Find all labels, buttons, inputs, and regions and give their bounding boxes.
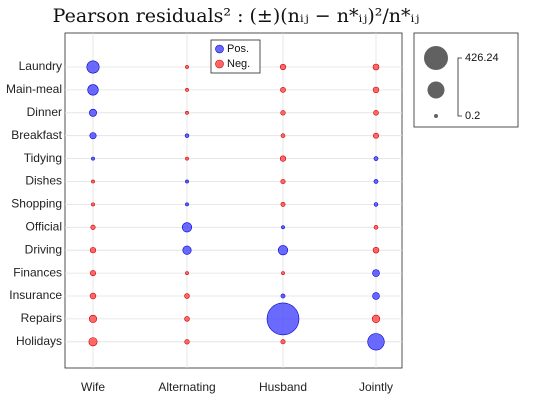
y-tick-breakfast: Breakfast xyxy=(11,128,62,142)
y-tick-main-meal: Main-meal xyxy=(6,82,62,96)
bubble-dinner-alternating xyxy=(185,110,189,115)
y-tick-laundry: Laundry xyxy=(19,59,62,73)
bubble-dishes-husband xyxy=(280,178,286,185)
size-legend: 426.24 0.2 xyxy=(413,32,519,128)
bubble-main-meal-wife xyxy=(87,84,99,96)
bubble-dishes-wife xyxy=(91,179,95,184)
legend-label-pos: Pos. xyxy=(227,43,249,55)
x-tick-husband: Husband xyxy=(259,380,307,394)
bubble-shopping-wife xyxy=(91,202,95,207)
x-tick-labels: Wife Alternating Husband Jointly xyxy=(81,380,393,394)
bubble-driving-wife xyxy=(89,247,97,254)
y-tick-dishes: Dishes xyxy=(25,174,62,188)
bubble-finances-husband xyxy=(281,271,285,276)
size-legend-small-circle xyxy=(434,114,438,118)
bubble-official-jointly xyxy=(373,225,379,230)
legend: Pos. Neg. xyxy=(210,39,261,74)
bubble-dinner-jointly xyxy=(373,110,379,116)
bubble-shopping-jointly xyxy=(373,202,379,207)
x-tick-wife: Wife xyxy=(81,380,105,394)
y-tick-repairs: Repairs xyxy=(21,311,62,325)
y-tick-dinner: Dinner xyxy=(27,105,62,119)
y-tick-shopping: Shopping xyxy=(11,197,62,211)
bubble-repairs-alternating xyxy=(184,316,190,322)
bubble-repairs-jointly xyxy=(371,314,381,323)
bubble-official-wife xyxy=(90,224,96,230)
size-legend-min-label: 0.2 xyxy=(465,110,480,122)
bubble-laundry-wife xyxy=(86,60,100,74)
bubble-official-husband xyxy=(281,225,285,230)
bubble-main-meal-alternating xyxy=(185,88,189,92)
bubble-breakfast-alternating xyxy=(184,133,190,138)
legend-label-neg: Neg. xyxy=(227,58,250,70)
size-legend-medium-circle xyxy=(427,81,445,99)
bubble-holidays-wife xyxy=(88,337,98,347)
bubble-dishes-jointly xyxy=(373,179,379,184)
bubble-driving-jointly xyxy=(372,247,380,254)
bubble-series xyxy=(86,60,385,351)
bubble-finances-wife xyxy=(90,270,96,277)
bubble-insurance-wife xyxy=(89,292,97,300)
bubble-insurance-alternating xyxy=(184,293,190,299)
bubble-holidays-alternating xyxy=(184,339,190,345)
bubble-dishes-alternating xyxy=(185,179,189,184)
bubble-main-meal-jointly xyxy=(372,86,380,94)
bubble-insurance-jointly xyxy=(372,292,380,300)
chart-title: Pearson residuals² : (±)(nᵢⱼ − n*ᵢⱼ)²/n*… xyxy=(53,5,420,27)
y-tick-holidays: Holidays xyxy=(16,334,62,348)
y-tick-finances: Finances xyxy=(13,265,62,279)
y-tick-driving: Driving xyxy=(25,242,62,256)
y-tick-labels: Laundry Main-meal Dinner Breakfast Tidying Di… xyxy=(6,59,63,348)
bubble-tidying-jointly xyxy=(373,156,379,161)
plot-area xyxy=(64,32,403,369)
bubble-dinner-husband xyxy=(280,110,286,116)
size-legend-bracket xyxy=(457,57,462,117)
bubble-driving-husband xyxy=(277,245,289,256)
legend-marker-pos xyxy=(215,44,224,54)
x-tick-jointly: Jointly xyxy=(359,380,393,394)
bubble-breakfast-husband xyxy=(280,133,286,138)
bubble-finances-jointly xyxy=(372,269,380,277)
bubble-shopping-alternating xyxy=(185,202,189,207)
bubble-repairs-wife xyxy=(88,314,98,323)
bubble-finances-alternating xyxy=(185,271,189,276)
bubble-main-meal-husband xyxy=(280,87,286,93)
y-tick-tidying: Tidying xyxy=(24,151,62,165)
bubble-insurance-husband xyxy=(280,293,286,299)
bubble-holidays-jointly xyxy=(367,333,385,351)
bubble-breakfast-jointly xyxy=(373,132,379,139)
grid-lines xyxy=(65,33,402,368)
bubble-tidying-husband xyxy=(279,155,287,162)
bubble-laundry-jointly xyxy=(372,63,380,71)
bubble-tidying-wife xyxy=(91,156,95,161)
y-tick-insurance: Insurance xyxy=(9,288,62,302)
y-tick-official: Official xyxy=(26,219,62,233)
bubble-holidays-husband xyxy=(280,339,286,345)
bubble-official-alternating xyxy=(181,222,193,233)
bubble-breakfast-wife xyxy=(89,132,97,140)
size-legend-large-circle xyxy=(424,46,448,70)
bubble-laundry-alternating xyxy=(185,65,189,69)
bubble-dinner-wife xyxy=(89,108,97,117)
bubble-shopping-husband xyxy=(280,201,286,207)
bubble-tidying-alternating xyxy=(185,156,189,161)
size-legend-max-label: 426.24 xyxy=(465,52,499,64)
legend-marker-neg xyxy=(215,59,224,69)
bubble-repairs-husband xyxy=(266,302,300,336)
bubble-laundry-husband xyxy=(279,63,287,71)
bubble-driving-alternating xyxy=(182,245,192,255)
x-tick-alternating: Alternating xyxy=(158,380,215,394)
